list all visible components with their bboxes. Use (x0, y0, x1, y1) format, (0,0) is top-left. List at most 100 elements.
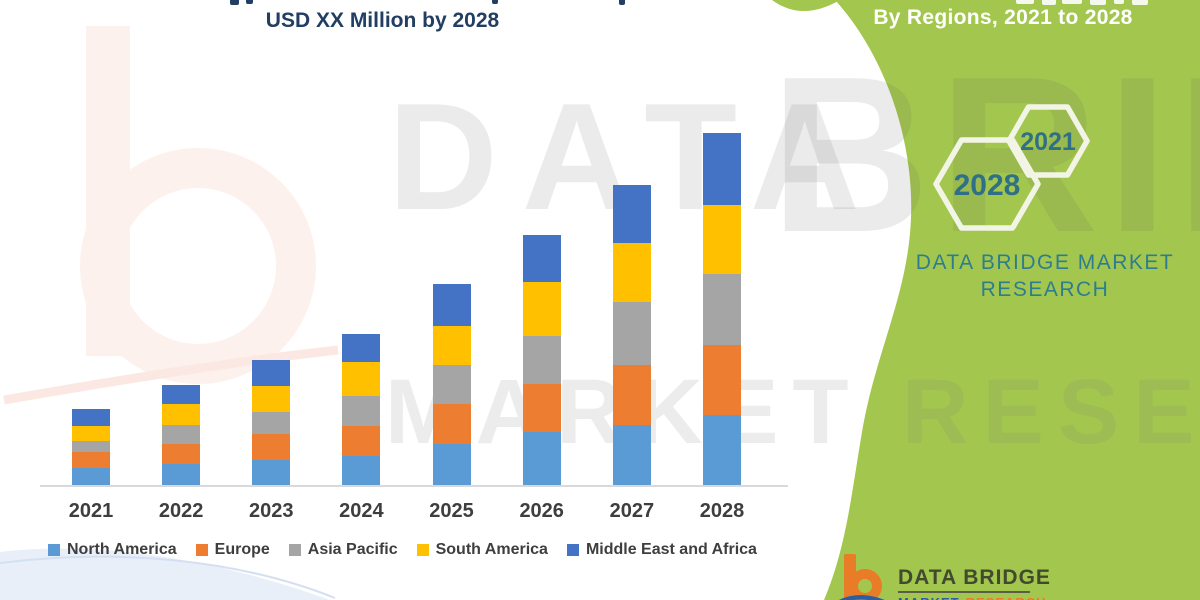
bar-segment-asia-pacific-2028 (702, 274, 741, 345)
logo-subtitle-market: MARKET (898, 595, 960, 600)
bar-segment-middle-east-and-africa-2027 (612, 185, 651, 243)
x-axis-label-2023: 2023 (249, 500, 294, 522)
logo-underline (898, 591, 1030, 593)
clipped-panel-title-fragment (1114, 0, 1124, 4)
clipped-panel-title-fragment (1090, 0, 1106, 5)
bar-segment-south-america-2023 (252, 386, 291, 412)
bar-segment-asia-pacific-2023 (252, 412, 291, 434)
bar-segment-south-america-2021 (72, 426, 110, 441)
hexagon-2021-label: 2021 (1020, 128, 1076, 156)
legend-item-north-america: North America (48, 541, 177, 559)
bar-segment-north-america-2021 (72, 468, 110, 485)
legend-label: Europe (214, 541, 270, 558)
panel-heading: By Regions, 2021 to 2028 (873, 6, 1133, 29)
bar-segment-south-america-2022 (162, 404, 201, 425)
x-axis-label-2026: 2026 (519, 500, 564, 522)
legend-marker (566, 544, 579, 556)
bar-segment-middle-east-and-africa-2022 (162, 385, 201, 404)
logo-title: DATA BRIDGE (898, 566, 1051, 589)
watermark-swoosh (3, 345, 339, 405)
clipped-panel-title-fragment (1132, 0, 1148, 5)
corner-blue-line (0, 555, 336, 599)
clipped-panel-title-fragment (1062, 0, 1082, 4)
bar-segment-middle-east-and-africa-2021 (72, 409, 110, 426)
bar-segment-asia-pacific-2024 (342, 396, 381, 426)
watermark-b-bowl (80, 148, 316, 384)
logo-subtitle-research: RESEARCH (966, 595, 1047, 600)
bar-segment-south-america-2027 (612, 243, 651, 302)
legend-marker (48, 544, 60, 556)
clipped-title-fragment (246, 0, 253, 4)
brand-text: DATA BRIDGE MARKET RESEARCH (880, 249, 1200, 303)
bar-segment-europe-2024 (342, 426, 381, 456)
bar-segment-europe-2023 (252, 434, 291, 460)
green-panel-path (824, 0, 1200, 600)
legend-item-asia-pacific: Asia Pacific (288, 541, 398, 559)
bar-segment-south-america-2028 (702, 205, 741, 274)
bar-segment-middle-east-and-africa-2024 (342, 334, 381, 362)
legend-marker (195, 544, 208, 556)
bar-segment-europe-2025 (432, 404, 471, 444)
bar-segment-north-america-2023 (252, 460, 291, 485)
x-axis-label-2024: 2024 (339, 500, 384, 522)
bar-segment-north-america-2026 (522, 432, 561, 485)
year-hexagons: 2028 2021 (933, 104, 1090, 231)
legend-marker (288, 544, 301, 556)
bar-segment-europe-2026 (522, 384, 561, 432)
bar-segment-middle-east-and-africa-2026 (522, 235, 561, 282)
x-axis-label-2027: 2027 (609, 500, 655, 522)
brand-line-2: RESEARCH (980, 278, 1110, 301)
x-axis-label-2028: 2028 (699, 500, 745, 522)
clipped-title-fragment (230, 0, 239, 5)
dbmr-b-logo-icon (839, 554, 885, 600)
x-axis-label-2025: 2025 (429, 500, 474, 522)
legend-item-europe: Europe (195, 541, 270, 559)
green-panel-top-blob (772, 0, 840, 11)
chart-legend: North America Europe Asia Pacific South Ame… (48, 541, 788, 559)
hexagon-2028 (933, 137, 1041, 231)
legend-marker (416, 544, 429, 556)
bar-segment-north-america-2027 (612, 425, 651, 485)
bar-segment-middle-east-and-africa-2025 (432, 284, 471, 326)
bar-segment-south-america-2024 (342, 362, 381, 396)
legend-label: South America (435, 541, 548, 558)
bar-segment-asia-pacific-2025 (432, 365, 471, 404)
brand-line-1: DATA BRIDGE MARKET (915, 251, 1175, 274)
logo-swoosh (839, 595, 885, 600)
bar-segment-asia-pacific-2021 (72, 441, 110, 452)
bar-segment-asia-pacific-2026 (522, 336, 561, 384)
corner-blue-wash (0, 548, 330, 600)
bar-segment-europe-2022 (162, 444, 201, 464)
clipped-title-fragment (492, 0, 498, 4)
x-axis-line (40, 485, 788, 487)
bar-segment-europe-2027 (612, 365, 651, 425)
bar-segment-north-america-2025 (432, 444, 471, 485)
bar-segment-middle-east-and-africa-2023 (252, 360, 291, 386)
logo-b-bowl (848, 569, 882, 600)
bar-segment-south-america-2025 (432, 326, 471, 365)
hexagon-2021 (1006, 104, 1090, 178)
clipped-title-fragment (619, 0, 625, 5)
bar-segment-asia-pacific-2027 (612, 302, 651, 365)
bar-segment-north-america-2024 (342, 456, 381, 485)
legend-item-middle-east-and-africa: Middle East and Africa (566, 541, 757, 559)
legend-label: Asia Pacific (307, 541, 398, 558)
bar-segment-south-america-2026 (522, 282, 561, 336)
stacked-bar-plot: 2021 2022 2023 2024 2025 2026 2027 2028 (69, 133, 745, 522)
clipped-panel-title-fragment (1016, 0, 1034, 4)
legend-item-south-america: South America (416, 541, 548, 559)
bar-segment-asia-pacific-2022 (162, 425, 201, 444)
bar-segment-europe-2028 (702, 345, 741, 415)
chart-title: USD XX Million by 2028 (265, 9, 500, 32)
bar-segment-north-america-2028 (702, 415, 741, 485)
legend-label: Middle East and Africa (585, 541, 757, 558)
legend-label: North America (67, 541, 177, 558)
x-axis-label-2022: 2022 (158, 500, 204, 522)
bar-segment-europe-2021 (72, 452, 110, 468)
clipped-panel-title-fragment (1042, 0, 1056, 5)
bar-segment-middle-east-and-africa-2028 (702, 133, 741, 205)
bar-segment-north-america-2022 (162, 464, 201, 485)
